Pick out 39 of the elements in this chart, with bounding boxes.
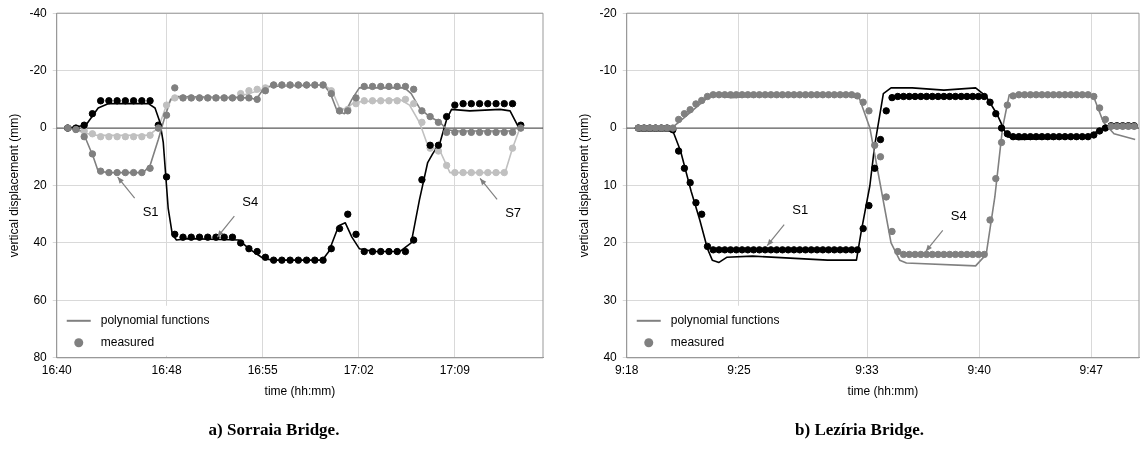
y-tick-label: 60	[33, 292, 48, 307]
x-axis-title: time (hh:mm)	[264, 383, 336, 398]
annotation: S4	[950, 208, 967, 223]
y-axis-title: vertical displacement (mm)	[576, 113, 591, 258]
x-tick-label: 9:47	[1079, 363, 1104, 378]
y-tick-label: -40	[29, 5, 48, 20]
y-tick-label: 30	[603, 292, 618, 307]
x-tick-label: 9:33	[855, 363, 880, 378]
x-tick-label: 9:25	[727, 363, 751, 378]
legend-label: measured	[100, 335, 155, 350]
y-tick-label: -20	[29, 62, 48, 77]
y-tick-label: 20	[603, 235, 618, 250]
annotation: S1	[142, 203, 159, 219]
y-tick-label: 0	[40, 120, 48, 135]
x-tick-label: 16:55	[247, 363, 279, 378]
legend-label: polynomial functions	[670, 313, 780, 328]
text: a) Sorraia Bridge.	[208, 420, 340, 440]
y-tick-label: 40	[603, 350, 618, 365]
annotation: S1	[792, 202, 809, 218]
y-tick-label: 80	[33, 350, 48, 365]
annotation: S4	[242, 193, 259, 209]
x-tick-label: 9:40	[967, 363, 992, 378]
x-tick-label: 17:02	[343, 363, 375, 378]
x-axis-title: time (hh:mm)	[847, 383, 919, 398]
y-tick-label: 20	[33, 177, 48, 192]
legend-label: polynomial functions	[100, 313, 210, 328]
annotation: S7	[505, 205, 522, 221]
y-tick-label: 10	[603, 177, 618, 192]
x-tick-label: 16:48	[151, 363, 182, 378]
text: b) Lezíria Bridge.	[795, 420, 924, 440]
y-tick-label: -10	[599, 62, 618, 77]
legend-label: measured	[670, 335, 725, 350]
y-axis-title: vertical displacement (mm)	[6, 113, 21, 258]
y-tick-label: -20	[599, 5, 618, 20]
x-tick-label: 16:40	[41, 363, 73, 378]
x-tick-label: 9:18	[615, 363, 639, 378]
y-tick-label: 40	[33, 235, 48, 250]
x-tick-label: 17:09	[439, 363, 471, 378]
y-tick-label: 0	[610, 120, 618, 135]
